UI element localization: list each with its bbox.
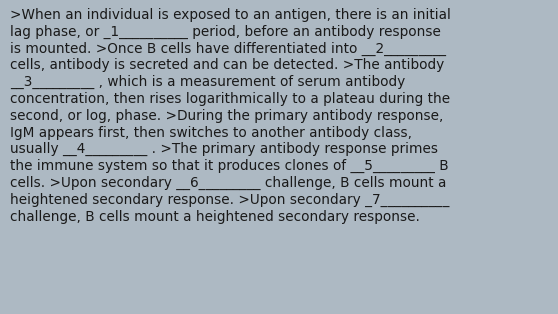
Text: >When an individual is exposed to an antigen, there is an initial
lag phase, or : >When an individual is exposed to an ant… [10, 8, 451, 224]
